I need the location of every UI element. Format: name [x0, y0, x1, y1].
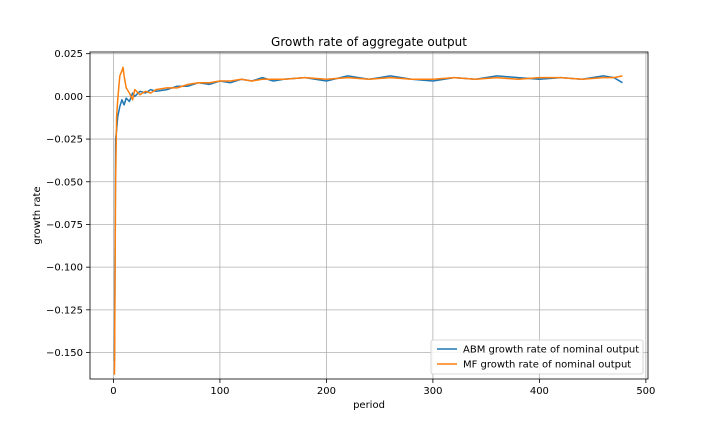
x-tick-label: 100 [210, 386, 229, 397]
legend: ABM growth rate of nominal output MF grow… [430, 339, 644, 375]
x-tick-label: 400 [530, 386, 549, 397]
x-tick-label: 200 [317, 386, 336, 397]
y-tick-label: −0.025 [46, 135, 83, 146]
y-tick-label: −0.075 [46, 220, 83, 231]
series-layer [113, 66, 623, 375]
plot-frame [89, 51, 649, 380]
y-tick-label: −0.150 [46, 348, 83, 359]
chart-title: Growth rate of aggregate output [271, 35, 467, 49]
y-axis-label: growth rate [32, 186, 43, 244]
tick-layer: 0 100 200 300 400 500 0.025 0.000 −0.025 −0.050 −0… [46, 49, 655, 397]
y-tick-label: −0.050 [46, 177, 83, 188]
legend-label-1: MF growth rate of nominal output [463, 360, 631, 371]
legend-box [430, 339, 644, 375]
x-tick-label: 0 [110, 386, 116, 397]
grid-layer [90, 52, 648, 379]
x-tick-label: 500 [636, 386, 655, 397]
legend-label-0: ABM growth rate of nominal output [463, 345, 639, 356]
y-tick-label: 0.025 [54, 49, 83, 60]
y-tick-label: −0.125 [46, 305, 83, 316]
x-tick-label: 300 [423, 386, 442, 397]
y-tick-label: −0.100 [46, 263, 83, 274]
y-tick-label: 0.000 [54, 92, 83, 103]
series-line-1 [113, 66, 623, 375]
x-axis-label: period [353, 400, 385, 411]
series-line-0 [113, 75, 623, 362]
